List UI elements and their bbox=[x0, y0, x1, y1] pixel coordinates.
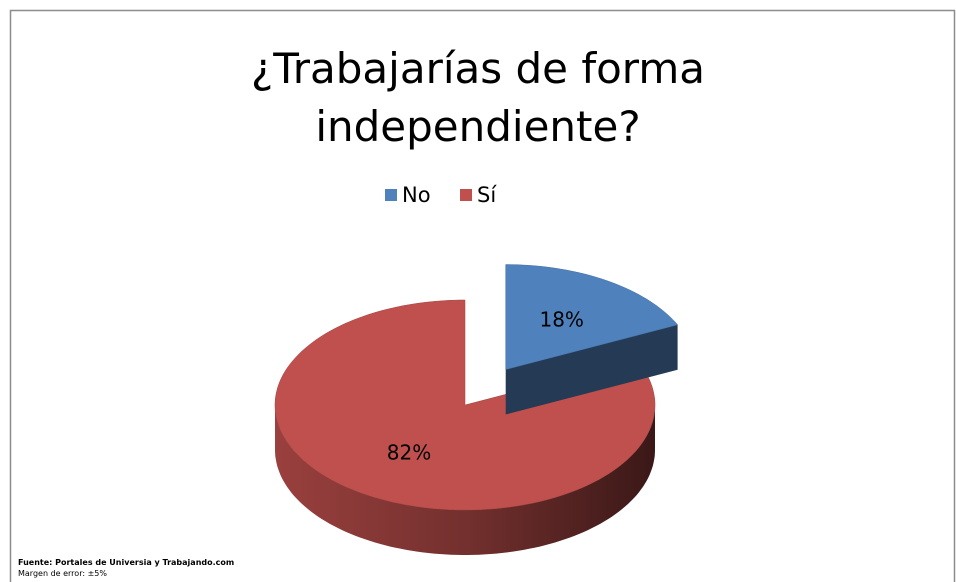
slice bbox=[274, 299, 656, 511]
legend-swatch bbox=[385, 189, 397, 201]
data-label: 82% bbox=[387, 440, 431, 464]
slice-face bbox=[505, 324, 678, 415]
chart-title: ¿Trabajarías de forma independiente? bbox=[250, 44, 705, 151]
data-label: 18% bbox=[539, 307, 583, 331]
legend-swatch bbox=[460, 189, 472, 201]
error-note: Margen de error: ±5% bbox=[18, 569, 107, 578]
legend-label: Sí bbox=[477, 183, 497, 207]
slice-wall bbox=[275, 405, 655, 555]
chart-frame bbox=[9, 9, 956, 582]
legend-label: No bbox=[402, 183, 431, 207]
source-note: Fuente: Portales de Universia y Trabajan… bbox=[18, 558, 234, 567]
slice bbox=[505, 264, 679, 370]
